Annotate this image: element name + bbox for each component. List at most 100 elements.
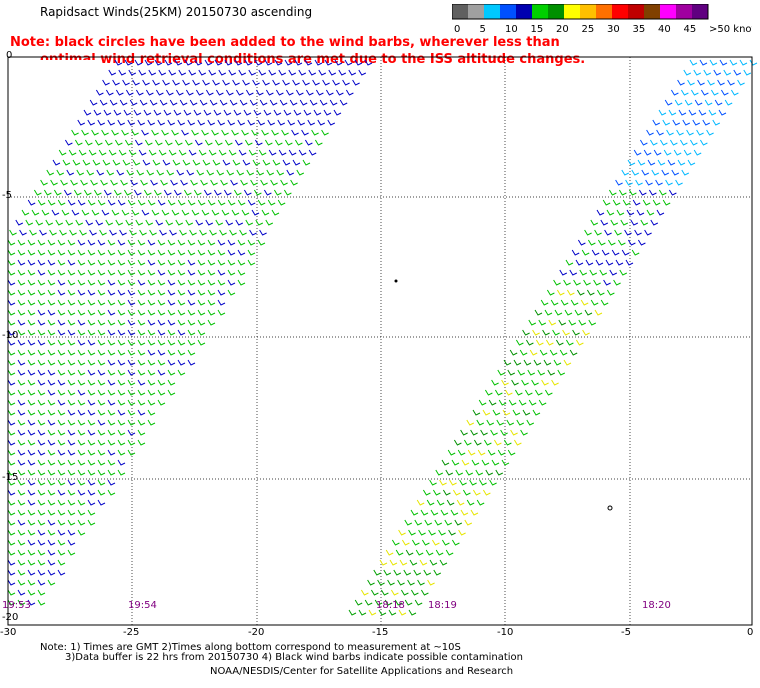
wind-barb (247, 249, 256, 256)
wind-barb (151, 129, 159, 136)
wind-barb (429, 479, 437, 486)
wind-barb (87, 289, 96, 296)
wind-barb (107, 429, 116, 436)
wind-barb (573, 279, 581, 286)
wind-barb (460, 429, 468, 436)
wind-barb (109, 99, 118, 106)
wind-barb (260, 179, 268, 186)
wind-barb (177, 289, 186, 296)
wind-barb (87, 319, 96, 326)
wind-barb (191, 129, 199, 136)
x-tick-label: -20 (248, 627, 265, 638)
wind-barb (7, 339, 16, 346)
wind-barb (83, 189, 92, 196)
wind-barb (78, 149, 87, 156)
wind-barb (187, 269, 196, 276)
wind-barb (476, 419, 485, 426)
wind-barb (138, 149, 147, 156)
wind-barb (138, 69, 147, 76)
wind-barb (77, 279, 86, 286)
wind-barb (197, 269, 206, 276)
wind-barb (72, 159, 81, 166)
wind-barb (55, 219, 64, 226)
wind-barb (187, 359, 196, 366)
wind-barb (556, 289, 565, 296)
wind-barb (7, 509, 16, 516)
wind-barb (157, 269, 166, 276)
wind-barb (184, 59, 193, 66)
wind-barb (117, 449, 126, 456)
wind-barb (37, 479, 46, 486)
wind-barb (239, 229, 247, 236)
wind-barb (258, 149, 267, 156)
wind-barb (107, 269, 116, 276)
wind-barb (242, 159, 251, 166)
wind-barb (686, 129, 694, 136)
wind-barb (98, 149, 107, 156)
wind-barb (112, 159, 121, 166)
wind-barb (641, 169, 650, 176)
wind-barb (314, 139, 323, 146)
wind-barb (7, 419, 16, 426)
wind-barb (123, 189, 132, 196)
wind-barb (227, 289, 236, 296)
wind-barb (172, 79, 180, 86)
wind-barb (252, 79, 260, 86)
legend-label: 25 (582, 24, 595, 34)
wind-barb (294, 59, 303, 66)
wind-barb (67, 419, 76, 426)
wind-barb (292, 79, 300, 86)
wind-barb (7, 239, 16, 246)
wind-barb (97, 419, 106, 426)
wind-barb (107, 309, 116, 316)
wind-barb (624, 229, 632, 236)
wind-barb (197, 299, 206, 306)
wind-barb (107, 439, 116, 446)
wind-barb (97, 479, 106, 486)
wind-speed-legend: 0 5 10 15 20 25 30 35 40 45 >50 knots (452, 4, 752, 34)
wind-barb (575, 259, 584, 266)
wind-barb (57, 409, 66, 416)
wind-barb (97, 389, 106, 396)
wind-barb (57, 339, 66, 346)
wind-barb (480, 429, 488, 436)
wind-barb (167, 319, 176, 326)
wind-barb (314, 59, 323, 66)
wind-barb (70, 179, 78, 186)
wind-barb (272, 79, 280, 86)
wind-barb (544, 309, 553, 316)
wind-barb (7, 359, 16, 366)
wind-barb (295, 89, 304, 96)
wind-barb (87, 249, 96, 256)
wind-barb (398, 529, 406, 536)
wind-barb (548, 319, 557, 326)
wind-barb (71, 209, 80, 216)
wind-barb (501, 459, 510, 466)
wind-barb (581, 249, 590, 256)
wind-barb (364, 59, 373, 66)
wind-barb (216, 169, 225, 176)
wind-barb (127, 289, 136, 296)
wind-barb (77, 469, 86, 476)
wind-barb (17, 309, 26, 316)
wind-barb (215, 89, 224, 96)
wind-barb (174, 59, 183, 66)
wind-barb (662, 199, 671, 206)
wind-barb (127, 119, 136, 126)
pass-time-label: 18:19 (428, 600, 457, 611)
wind-barb (690, 89, 699, 96)
wind-barb (522, 329, 530, 336)
wind-barb (47, 459, 56, 466)
wind-barb (514, 389, 523, 396)
wind-barb (699, 139, 708, 146)
wind-barb (27, 269, 36, 276)
wind-barb (251, 209, 260, 216)
wind-barb (37, 299, 46, 306)
wind-barb (27, 359, 36, 366)
wind-barb (47, 309, 56, 316)
wind-barb (454, 519, 463, 526)
wind-barb (204, 139, 213, 146)
wind-barb (127, 269, 136, 276)
legend-swatch (516, 4, 532, 19)
wind-barb (727, 79, 735, 86)
